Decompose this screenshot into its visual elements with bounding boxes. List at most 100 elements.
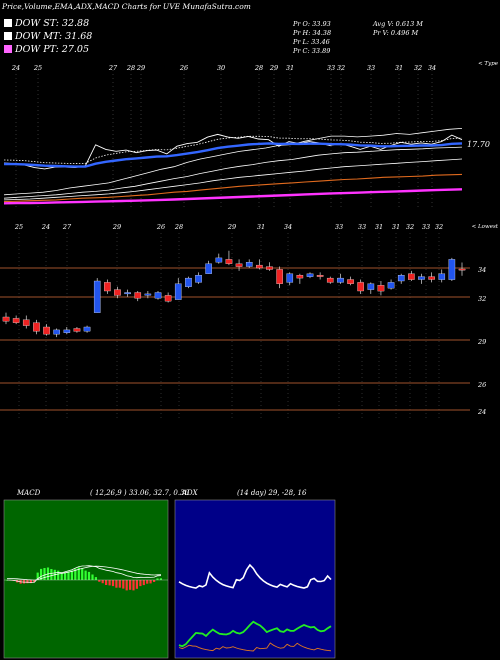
candle-body [397,275,405,282]
candle-body [195,275,202,283]
candle-body [225,259,233,264]
candle-body [154,292,162,299]
pr-open: Pr O: 33.93 [293,20,331,28]
macd-hist-bar [129,580,132,590]
macd-hist-bar [50,569,53,580]
ema-x-tick: 29 [269,64,278,72]
candle-body [418,276,425,280]
ema-x-tick: 31 [286,64,294,72]
candle-body [276,269,283,284]
price-y-tick: 32 [478,295,486,303]
pr-high: Pr H: 34.38 [293,29,332,37]
ema-line [3,173,463,203]
price-x-tick: 31 [375,223,383,231]
macd-hist-bar [111,580,115,587]
candle-body [134,292,142,299]
price-panel: 25 24 27 29 26 28 29 31 34 33 33 31 31 32 33 32 < Lowest… [0,223,499,420]
macd-hist-bar [146,580,149,584]
candle-body [428,276,435,280]
candle-body [33,322,40,332]
ema-line [3,188,463,205]
price-x-tick: 24 [41,223,50,231]
macd-hist-bar [125,580,128,591]
macd-hist-bar [64,572,67,580]
macd-hist-bar [29,580,32,584]
candle-body [357,282,364,292]
candle-body [83,326,91,332]
macd-hist-bar [57,570,60,580]
macd-hist-bar [118,580,121,588]
candle-body [266,266,273,270]
legend-item: DOW PT: 27.05 [4,44,89,55]
macd-hist-bar [108,580,111,586]
adx-line [178,620,332,648]
candle-body [438,273,446,280]
ema-corner-label: < Type [478,61,499,67]
macd-hist-bar [156,578,159,580]
candle-body [114,289,121,296]
candle-body [408,273,415,280]
adx-minus-di-line [178,642,332,652]
candle-body [256,264,263,269]
ema-x-tick: 24 [11,64,20,72]
candle-body [215,257,223,263]
macd-hist-bar [142,580,145,586]
price-x-tick: 25 [14,223,23,231]
price-x-tick: 26 [156,223,165,231]
legend-label: DOW ST: 32.88 [15,18,90,29]
candle-body [337,277,344,283]
candle-body [286,273,294,283]
candle-body [104,282,111,292]
price-x-tick: 28 [174,223,183,231]
ema-x-tick: 33 [367,64,375,72]
candle-body [316,275,324,277]
adx-params: (14 day) 29, -28, 16 [237,489,307,497]
macd-hist-bar [81,568,84,580]
price-y-tick: 29 [477,338,486,346]
macd-hist-bar [159,578,162,580]
price-x-tick: 33 [335,223,343,231]
candle-body [296,275,304,279]
price-corner-label: < Lowest [472,224,499,230]
macd-hist-bar [94,577,97,580]
candle-body [63,329,71,333]
macd-hist-bar [36,572,39,580]
pr-volume: Pr V: 0.496 M [373,29,419,37]
macd-hist-bar [43,568,46,580]
candle-body [43,326,50,335]
adx-panel: ADX (14 day) 29, -28, 16 [174,489,336,659]
price-y-tick: 26 [477,381,486,389]
candle-body [22,319,30,326]
ema-x-tick: 32 [414,64,422,72]
ema-blue-line [3,142,463,168]
ema-price-label: 17.70 [467,140,490,149]
macd-hist-bar [105,580,108,585]
price-x-tick: 32 [435,223,443,231]
candle-body [2,316,10,322]
macd-hist-bar [101,580,104,584]
candle-body [205,263,212,274]
price-x-tick: 34 [284,223,292,231]
price-x-tick: 31 [257,223,265,231]
macd-hist-bar [132,580,135,591]
macd-hist-bar [91,574,94,580]
ema-x-tick: 28 [254,64,263,72]
candle-body [144,293,152,296]
price-x-tick: 27 [62,223,72,231]
ema-dotted-line [3,135,463,165]
pr-low: Pr L: 33.46 [293,38,330,46]
candle-body [448,259,456,280]
price-x-tick: 31 [392,223,400,231]
legend-swatch [4,32,12,40]
adx-label: ADX [181,489,199,497]
adx-plus-di-line [178,563,332,589]
macd-hist-bar [87,571,91,580]
ema-x-tick: 32 [337,64,345,72]
ema-x-tick: 25 [33,64,42,72]
macd-hist-bar [153,580,156,582]
candle-body [367,283,375,290]
candle-body [174,283,182,300]
candle-body [73,328,81,332]
macd-hist-bar [40,568,43,580]
